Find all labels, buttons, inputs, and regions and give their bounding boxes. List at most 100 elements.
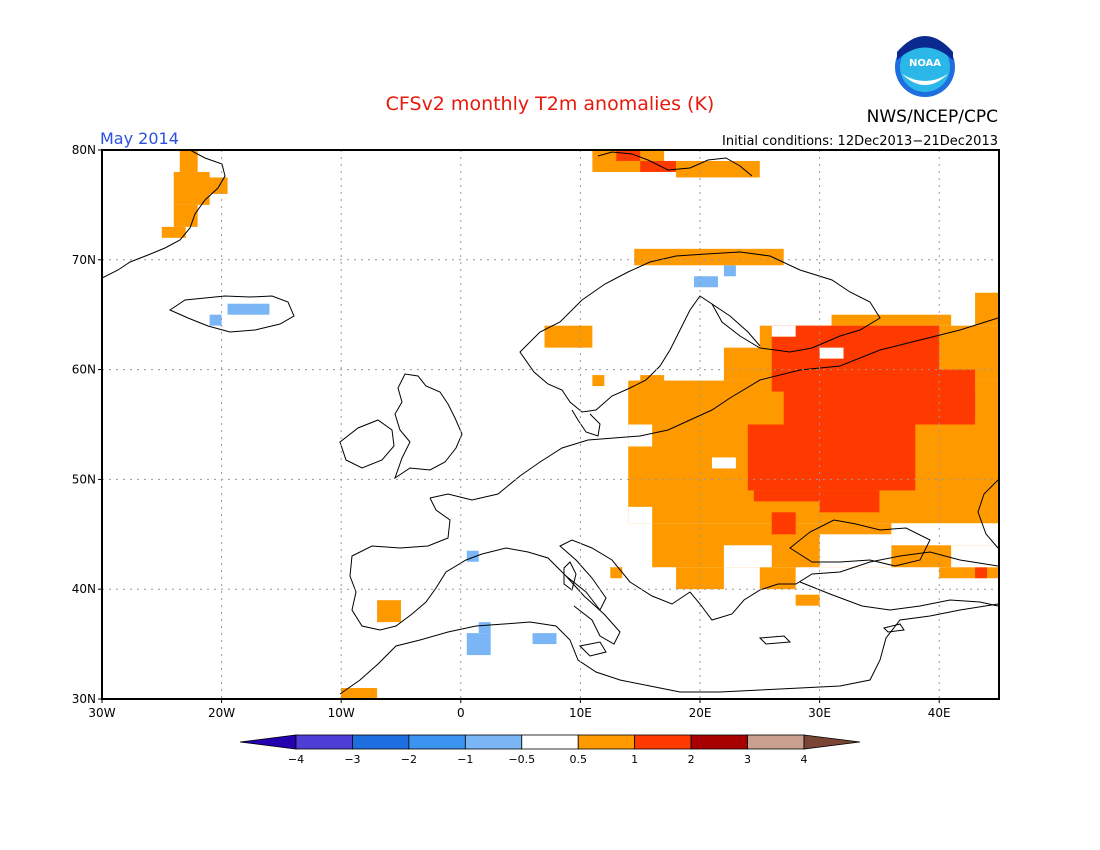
coastline-north-africa xyxy=(339,603,999,695)
x-tick-label: 30E xyxy=(808,706,831,720)
anomaly-cell xyxy=(466,633,491,656)
anomaly-cell xyxy=(747,424,916,491)
anomaly-cell xyxy=(676,160,760,178)
anomaly-cell xyxy=(640,160,677,172)
anomaly-cell xyxy=(891,523,999,546)
coastline-mainland xyxy=(429,317,999,501)
x-axis-labels: 30W 20W 10W 0 10E 20E 30E 40E xyxy=(88,699,951,720)
colorbar-bin xyxy=(239,734,297,750)
month-label: May 2014 xyxy=(100,129,179,148)
coastline-med-north xyxy=(481,539,999,621)
colorbar-label: 3 xyxy=(744,753,751,766)
anomaly-cell xyxy=(759,567,796,590)
anomaly-cell xyxy=(610,567,623,579)
y-tick-label: 40N xyxy=(72,582,96,596)
coastline-iceland xyxy=(168,295,295,333)
anomaly-cell xyxy=(939,567,999,579)
x-tick-label: 0 xyxy=(457,706,465,720)
anomaly-cell xyxy=(771,512,796,535)
anomaly-cell xyxy=(771,325,796,337)
coastline-denmark xyxy=(571,409,601,437)
anomaly-cell xyxy=(975,292,999,326)
x-tick-label: 30W xyxy=(88,706,115,720)
anomaly-cell xyxy=(903,545,940,557)
anomaly-cells-layer xyxy=(161,150,999,699)
anomaly-cell xyxy=(227,303,270,315)
colorbar: −4 −3 −2 −1 −0.5 0.5 1 2 3 4 xyxy=(239,734,861,766)
x-tick-label: 10W xyxy=(328,706,355,720)
anomaly-cell xyxy=(951,545,999,568)
y-tick-label: 30N xyxy=(72,692,96,706)
coastline-caspian xyxy=(977,479,999,549)
anomaly-cell xyxy=(628,506,653,524)
y-axis-labels: 80N 70N 60N 50N 40N 30N xyxy=(72,143,102,706)
logo-text: NOAA xyxy=(909,58,941,69)
x-tick-label: 20W xyxy=(208,706,235,720)
y-tick-label: 50N xyxy=(72,472,96,486)
agency-label: NWS/NCEP/CPC xyxy=(867,107,998,127)
anomaly-cell xyxy=(975,567,988,579)
colorbar-bin xyxy=(295,734,353,750)
x-tick-label: 40E xyxy=(928,706,951,720)
anomaly-cell xyxy=(466,550,479,562)
anomaly-cell xyxy=(532,633,557,645)
coastline-crete xyxy=(758,635,792,645)
coastline-greenland xyxy=(102,150,226,279)
coastline-black-sea xyxy=(789,519,931,567)
anomaly-cell xyxy=(795,594,820,606)
colorbar-bin xyxy=(464,734,523,750)
anomaly-cell xyxy=(478,622,491,634)
initial-conditions-label: Initial conditions: 12Dec2013−21Dec2013 xyxy=(722,134,998,149)
colorbar-label: 2 xyxy=(688,753,695,766)
anomaly-cell xyxy=(915,391,976,414)
graticule xyxy=(102,150,999,699)
coastline-scandinavia xyxy=(519,251,881,413)
x-tick-label: 20E xyxy=(689,706,712,720)
y-tick-label: 60N xyxy=(72,363,96,377)
anomaly-cell xyxy=(819,347,844,359)
map-frame xyxy=(101,149,1000,700)
colorbar-label: 1 xyxy=(631,753,638,766)
colorbar-bin xyxy=(747,734,805,750)
anomaly-cell xyxy=(723,545,772,568)
anomaly-cell xyxy=(634,248,784,266)
anomaly-cell xyxy=(711,457,736,469)
x-tick-label: 10E xyxy=(569,706,592,720)
anomaly-cell xyxy=(723,265,736,277)
anomaly-cell xyxy=(377,600,401,623)
coastline-layer xyxy=(102,150,999,695)
noaa-logo: NOAA xyxy=(895,36,955,97)
y-tick-label: 70N xyxy=(72,253,96,267)
coastline-ireland xyxy=(339,419,395,469)
anomaly-cell xyxy=(341,688,378,699)
colorbar-bin xyxy=(408,734,466,750)
colorbar-label: −4 xyxy=(288,753,304,766)
colorbar-bin xyxy=(352,734,410,750)
colorbar-bin xyxy=(521,734,579,750)
colorbar-label: 0.5 xyxy=(569,753,587,766)
anomaly-cell xyxy=(197,177,228,194)
coastline-cyprus xyxy=(883,623,905,633)
anomaly-cell xyxy=(694,276,718,288)
coastline-italy xyxy=(565,575,621,645)
coastline-svalbard xyxy=(597,151,753,177)
coastline-britain xyxy=(394,373,463,480)
colorbar-label: −0.5 xyxy=(508,753,535,766)
coastline-sicily xyxy=(578,641,607,657)
anomaly-cell xyxy=(819,490,880,513)
coastline-sardinia xyxy=(563,561,577,591)
anomaly-cell xyxy=(544,325,593,348)
colorbar-label: 4 xyxy=(801,753,808,766)
colorbar-bin xyxy=(803,734,861,750)
colorbar-bin xyxy=(577,734,636,750)
anomaly-cell xyxy=(161,226,186,238)
coastline-turkey xyxy=(799,581,999,611)
anomaly-cell xyxy=(831,314,952,326)
coastline-finland xyxy=(711,303,761,347)
coastline-iberia xyxy=(349,497,483,631)
colorbar-bin xyxy=(690,734,748,750)
anomaly-cell xyxy=(209,314,222,326)
colorbar-label: −1 xyxy=(457,753,473,766)
map-title: CFSv2 monthly T2m anomalies (K) xyxy=(386,93,715,115)
